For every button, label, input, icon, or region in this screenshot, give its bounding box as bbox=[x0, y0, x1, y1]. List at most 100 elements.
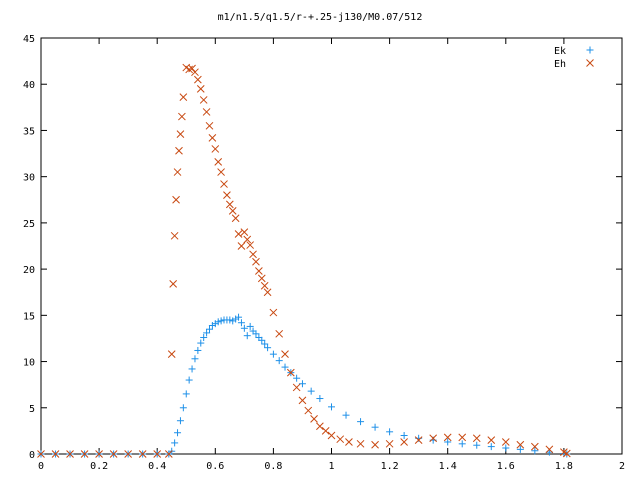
point-eh-43 bbox=[252, 257, 260, 266]
point-ek-41 bbox=[258, 336, 266, 344]
point-eh-66 bbox=[429, 434, 438, 443]
series-ek bbox=[37, 313, 571, 458]
point-ek-15 bbox=[182, 390, 190, 398]
point-eh-61 bbox=[356, 439, 365, 448]
point-eh-20 bbox=[185, 65, 194, 74]
point-eh-67 bbox=[443, 433, 452, 442]
point-eh-54 bbox=[304, 406, 313, 415]
point-ek-42 bbox=[261, 340, 269, 348]
point-eh-62 bbox=[371, 440, 379, 449]
point-ek-54 bbox=[357, 418, 365, 426]
x-tick-label: 0.8 bbox=[264, 461, 282, 472]
point-eh-2 bbox=[66, 450, 74, 458]
legend-marker-ek bbox=[586, 46, 594, 54]
point-eh-51 bbox=[286, 368, 295, 377]
point-ek-56 bbox=[386, 428, 394, 436]
point-eh-29 bbox=[211, 145, 220, 153]
point-eh-71 bbox=[501, 438, 510, 446]
point-eh-21 bbox=[188, 64, 196, 73]
point-eh-35 bbox=[228, 207, 237, 215]
point-ek-17 bbox=[188, 365, 196, 373]
x-tick-label: 1.4 bbox=[439, 461, 457, 472]
x-tick-label: 2 bbox=[619, 461, 625, 472]
point-eh-28 bbox=[208, 133, 217, 142]
point-eh-22 bbox=[191, 68, 199, 77]
point-ek-26 bbox=[214, 318, 222, 326]
point-eh-13 bbox=[172, 195, 180, 204]
point-eh-6 bbox=[124, 450, 133, 458]
point-ek-23 bbox=[205, 325, 213, 333]
point-eh-72 bbox=[516, 440, 525, 449]
point-eh-48 bbox=[269, 308, 278, 317]
point-ek-61 bbox=[458, 440, 466, 448]
point-eh-57 bbox=[321, 427, 330, 435]
point-eh-42 bbox=[249, 250, 257, 259]
point-ek-43 bbox=[264, 344, 272, 352]
point-eh-58 bbox=[327, 431, 336, 440]
point-ek-16 bbox=[185, 376, 193, 384]
point-eh-70 bbox=[487, 436, 496, 444]
point-eh-65 bbox=[414, 436, 423, 444]
point-ek-14 bbox=[179, 404, 187, 412]
point-eh-9 bbox=[164, 450, 173, 458]
legend-marker-eh bbox=[586, 59, 594, 67]
point-ek-34 bbox=[237, 319, 245, 327]
point-eh-60 bbox=[345, 438, 353, 446]
point-eh-17 bbox=[178, 112, 186, 121]
point-ek-48 bbox=[293, 374, 301, 382]
point-ek-19 bbox=[194, 346, 202, 354]
point-ek-12 bbox=[174, 429, 182, 437]
point-eh-26 bbox=[202, 108, 211, 116]
x-tick-label: 1.2 bbox=[381, 461, 399, 472]
point-ek-35 bbox=[240, 324, 248, 332]
y-tick-label: 35 bbox=[23, 126, 35, 137]
x-tick-label: 0.4 bbox=[148, 461, 166, 472]
point-ek-50 bbox=[307, 387, 315, 395]
point-eh-32 bbox=[220, 180, 228, 188]
y-tick-label: 45 bbox=[23, 34, 35, 45]
point-eh-16 bbox=[176, 130, 185, 138]
point-eh-40 bbox=[243, 235, 252, 244]
point-eh-1 bbox=[51, 450, 60, 458]
y-tick-label: 10 bbox=[23, 358, 35, 369]
x-tick-label: 1.6 bbox=[497, 461, 515, 472]
point-eh-12 bbox=[170, 231, 179, 240]
point-eh-41 bbox=[246, 241, 255, 249]
point-eh-44 bbox=[255, 267, 263, 275]
point-eh-59 bbox=[336, 435, 345, 444]
point-eh-68 bbox=[458, 433, 467, 442]
point-eh-50 bbox=[281, 350, 289, 359]
point-eh-52 bbox=[292, 383, 301, 392]
legend-label-ek: Ek bbox=[554, 46, 566, 57]
point-eh-46 bbox=[260, 281, 269, 290]
point-ek-27 bbox=[217, 317, 225, 325]
point-eh-55 bbox=[310, 415, 318, 423]
point-ek-60 bbox=[444, 438, 452, 446]
point-eh-56 bbox=[316, 422, 324, 431]
point-ek-63 bbox=[487, 443, 495, 451]
y-tick-label: 20 bbox=[23, 265, 35, 276]
point-ek-49 bbox=[298, 380, 306, 388]
plot-frame bbox=[40, 37, 623, 455]
point-ek-21 bbox=[200, 334, 208, 342]
point-ek-39 bbox=[252, 330, 260, 338]
point-ek-57 bbox=[400, 432, 408, 440]
point-ek-13 bbox=[176, 417, 184, 425]
point-ek-51 bbox=[316, 395, 324, 403]
x-tick-label: 1.8 bbox=[555, 461, 573, 472]
point-eh-0 bbox=[37, 450, 45, 458]
point-ek-11 bbox=[171, 439, 179, 447]
point-eh-33 bbox=[223, 191, 231, 200]
point-ek-22 bbox=[203, 329, 211, 337]
point-ek-18 bbox=[191, 355, 199, 363]
point-ek-55 bbox=[371, 423, 379, 431]
point-ek-37 bbox=[246, 322, 254, 330]
point-ek-33 bbox=[235, 313, 243, 321]
point-eh-5 bbox=[109, 450, 118, 458]
point-ek-46 bbox=[281, 363, 289, 371]
point-eh-47 bbox=[263, 288, 272, 297]
chart-title: m1/n1.5/q1.5/r-+.25-j130/M0.07/512 bbox=[218, 12, 423, 23]
point-ek-52 bbox=[328, 403, 335, 411]
y-tick-label: 0 bbox=[29, 450, 35, 461]
